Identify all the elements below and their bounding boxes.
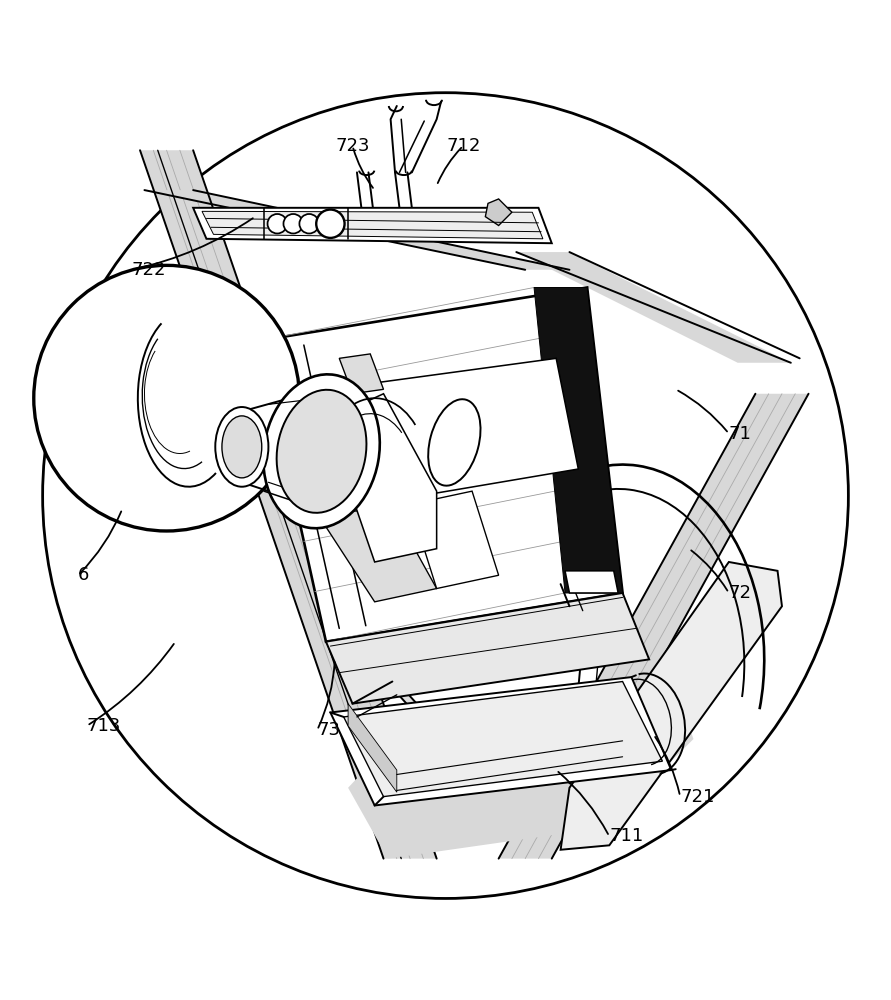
Polygon shape xyxy=(326,593,650,704)
Ellipse shape xyxy=(276,390,366,513)
Polygon shape xyxy=(499,394,808,859)
Polygon shape xyxy=(348,704,396,792)
Circle shape xyxy=(43,93,848,898)
Text: 722: 722 xyxy=(131,261,166,279)
Ellipse shape xyxy=(222,416,262,478)
Polygon shape xyxy=(517,252,791,363)
Polygon shape xyxy=(264,345,392,673)
Text: 713: 713 xyxy=(87,717,121,735)
Polygon shape xyxy=(317,509,437,602)
Polygon shape xyxy=(410,491,499,589)
Polygon shape xyxy=(344,682,662,797)
Text: 712: 712 xyxy=(446,137,480,155)
Text: 73: 73 xyxy=(317,721,340,739)
Polygon shape xyxy=(565,571,618,593)
Text: 723: 723 xyxy=(335,137,370,155)
Text: 72: 72 xyxy=(729,584,752,602)
Polygon shape xyxy=(144,190,569,270)
Polygon shape xyxy=(259,287,623,642)
Polygon shape xyxy=(202,211,543,239)
Circle shape xyxy=(267,214,287,233)
Circle shape xyxy=(34,265,299,531)
Polygon shape xyxy=(193,208,552,243)
Text: 711: 711 xyxy=(609,827,643,845)
Polygon shape xyxy=(331,677,671,805)
Polygon shape xyxy=(339,354,383,394)
Text: 721: 721 xyxy=(680,788,715,806)
Polygon shape xyxy=(560,562,782,850)
Text: 71: 71 xyxy=(729,425,752,443)
Ellipse shape xyxy=(263,374,380,528)
Polygon shape xyxy=(374,668,437,726)
Circle shape xyxy=(283,214,303,233)
Text: 6: 6 xyxy=(78,566,89,584)
Polygon shape xyxy=(326,394,437,562)
Circle shape xyxy=(299,214,319,233)
Polygon shape xyxy=(348,686,693,859)
Polygon shape xyxy=(140,150,437,859)
Polygon shape xyxy=(486,199,512,226)
Polygon shape xyxy=(295,358,578,513)
Circle shape xyxy=(316,210,345,238)
Ellipse shape xyxy=(216,407,268,487)
Ellipse shape xyxy=(429,399,480,486)
Polygon shape xyxy=(534,287,623,593)
